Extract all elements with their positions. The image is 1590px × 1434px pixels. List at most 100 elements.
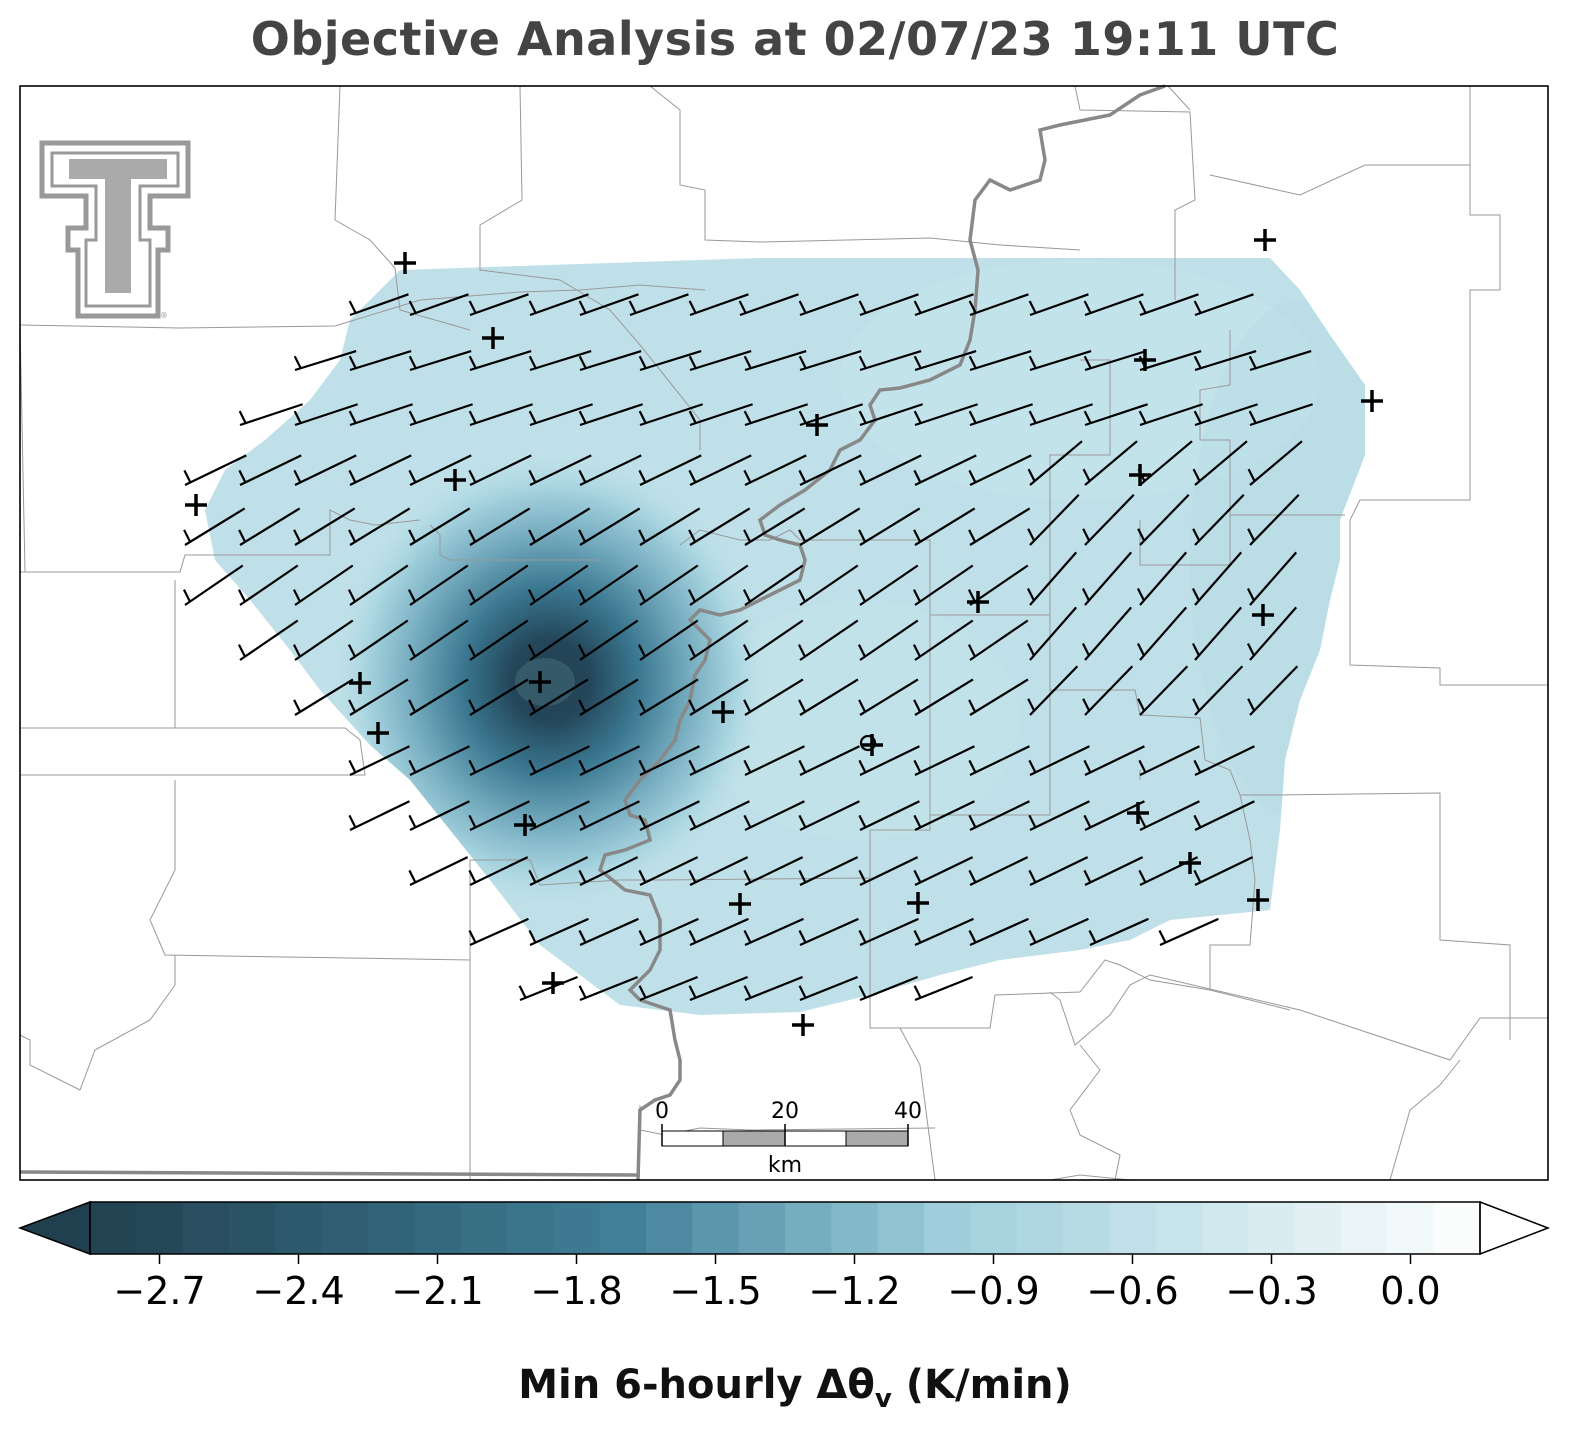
wind-barb-flag (1191, 643, 1200, 656)
scale-label-0: 0 (655, 1099, 669, 1124)
wind-barb-shaft (529, 293, 589, 317)
wind-barb-shaft (409, 800, 470, 831)
wind-barb-flag (913, 699, 922, 713)
wind-barb-flag (638, 469, 647, 483)
wind-barb-flag (1193, 355, 1202, 369)
scale-units: km (768, 1153, 802, 1178)
wind-barb-shaft (579, 800, 640, 831)
wind-barb-flag (408, 699, 417, 713)
wind-barb-shaft (1139, 800, 1200, 831)
wind-barb-flag (468, 759, 477, 773)
wind-barb-flag (628, 300, 637, 314)
wind-barb-shaft (1194, 665, 1244, 716)
wind-barb-flag (1248, 410, 1257, 424)
wind-barb-shaft (184, 564, 244, 606)
wind-barb-shaft (799, 800, 860, 831)
wind-barb-shaft (969, 678, 1029, 716)
wind-barb-flag (467, 644, 476, 658)
wind-barb-flag (1138, 410, 1147, 424)
wind-barb-shaft (579, 917, 639, 947)
wind-barb-shaft (469, 800, 530, 831)
wind-barb-shaft (1029, 494, 1080, 546)
colorbar-segment (414, 1202, 462, 1254)
wind-barb-flag (798, 410, 807, 424)
colorbar-segment (877, 1202, 925, 1254)
wind-barb-shaft (1084, 440, 1138, 486)
wind-barb-shaft (689, 293, 749, 317)
wind-barb-shaft (1029, 800, 1090, 831)
wind-barb-flag (1247, 468, 1256, 482)
wind-barb-shaft (1194, 403, 1258, 427)
wind-barb-flag (798, 814, 807, 828)
colorbar-tick-label: −2.1 (391, 1269, 483, 1313)
wind-barb-flag (238, 410, 247, 424)
colorbar-label-units: (K/min) (905, 1362, 1072, 1408)
wind-barb-flag (293, 699, 302, 713)
wind-barb-flag (743, 985, 752, 999)
wind-barb-flag (857, 644, 866, 658)
svg-text:®: ® (160, 311, 168, 320)
wind-barb-shaft (1139, 665, 1189, 716)
wind-barb-shaft (739, 293, 799, 317)
wind-barb-shaft (1194, 745, 1255, 776)
wind-barb-shaft (294, 619, 354, 661)
wind-barb-flag (1248, 355, 1257, 369)
scale-bar: 0 20 40 km (655, 1099, 922, 1178)
colorbar-segment (507, 1202, 554, 1254)
wind-barb-shaft (1249, 494, 1300, 546)
wind-barb-shaft (1029, 917, 1089, 947)
wind-barb-shaft (914, 403, 978, 427)
wind-barb-shaft (1084, 403, 1148, 427)
wind-barb-flag (1028, 930, 1037, 944)
wind-barb-flag (1083, 355, 1092, 369)
wind-barb-shaft (529, 619, 589, 661)
wind-barb-shaft (239, 619, 299, 661)
wind-barb-flag (738, 300, 747, 314)
wind-barb-shaft (914, 917, 974, 947)
wind-barb-flag (1193, 814, 1202, 828)
colorbar-segment (1202, 1202, 1249, 1254)
wind-barb-flag (913, 355, 922, 369)
wind-barb-shaft (1029, 606, 1078, 661)
wind-barb-shaft (689, 917, 749, 947)
wind-barb-shaft (689, 975, 748, 1002)
wind-barb-flag (743, 930, 752, 944)
wind-barb-flag (1028, 410, 1037, 424)
wind-barb-flag (743, 869, 752, 883)
state-line (19, 1170, 641, 1177)
wind-barb-flag (518, 985, 527, 999)
wind-barb-flag (688, 759, 697, 773)
wind-barb-flag (1247, 698, 1256, 712)
wind-barb-flag (292, 589, 301, 603)
wind-barb-shaft (969, 800, 1030, 831)
wind-barb-shaft (1194, 350, 1257, 372)
wind-barb-flag (742, 589, 751, 603)
wind-barb-flag (1026, 588, 1035, 601)
wind-barb-shaft (349, 800, 410, 831)
wind-barb-shaft (1194, 551, 1243, 606)
wind-barb-flag (528, 469, 537, 483)
wind-barb-flag (743, 814, 752, 828)
wind-barb-shaft (1139, 551, 1188, 606)
wind-barb-flag (528, 759, 537, 773)
wind-barb-flag (913, 759, 922, 773)
wind-barb-flag (743, 699, 752, 713)
wind-barb-shaft (639, 917, 699, 947)
wind-barb-shaft (639, 745, 700, 776)
wind-barb-flag (857, 589, 866, 603)
wind-barb-shaft (349, 507, 411, 546)
wind-barb-shaft (859, 619, 919, 661)
wind-barb-shaft (689, 564, 749, 606)
wind-barb-flag (1083, 300, 1092, 314)
wind-barb-shaft (409, 564, 469, 606)
colorbar-segment (1387, 1202, 1435, 1254)
wind-barb-shaft (859, 403, 923, 427)
wind-barb-shaft (639, 350, 702, 372)
wind-barb-flag (528, 300, 537, 314)
wind-barb-flag (578, 869, 587, 883)
colorbar-extend-low (17, 1200, 91, 1256)
wind-barb-shaft (1194, 494, 1245, 546)
wind-barb-flag (407, 589, 416, 603)
wind-barb-flag (1193, 759, 1202, 773)
wind-barb-flag (1026, 643, 1035, 656)
